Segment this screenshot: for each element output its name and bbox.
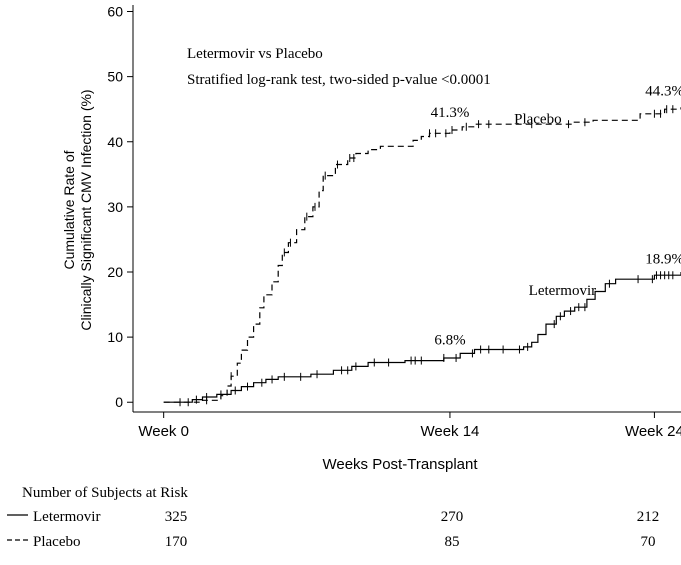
- risk-table: Number of Subjects at Risk Letermovir 32…: [7, 485, 659, 550]
- risk-row-name-letermovir: Letermovir: [33, 509, 100, 525]
- risk-letermovir-week24: 212: [637, 509, 660, 525]
- x-tick-label-24: Week 24: [625, 423, 681, 440]
- risk-table-title: Number of Subjects at Risk: [22, 485, 188, 501]
- y-tick-label-20: 20: [107, 264, 123, 280]
- y-tick-label-50: 50: [107, 69, 123, 85]
- risk-placebo-week24: 70: [641, 534, 656, 550]
- annotation-test: Stratified log-rank test, two-sided p-va…: [187, 72, 491, 88]
- risk-letermovir-week0: 325: [165, 509, 188, 525]
- curve-letermovir: [163, 272, 681, 403]
- x-ticks: Week 0 Week 14 Week 24: [138, 412, 681, 440]
- series-label-placebo: Placebo: [514, 112, 561, 128]
- x-tick-label-0: Week 0: [138, 423, 189, 440]
- x-axis-label: Weeks Post-Transplant: [322, 456, 478, 473]
- series-layer: [163, 105, 681, 407]
- y-tick-label-60: 60: [107, 4, 123, 20]
- series-label-letermovir: Letermovir: [529, 283, 596, 299]
- y-axis-label-line-2: Clinically Significant CMV Infection (%): [78, 89, 94, 330]
- axes: [132, 5, 681, 413]
- y-tick-label-40: 40: [107, 134, 123, 150]
- annotation-comparison: Letermovir vs Placebo: [187, 46, 323, 62]
- label-layer: Letermovir Placebo 41.3% 44.3% 6.8% 18.9%: [431, 84, 681, 349]
- risk-row-name-placebo: Placebo: [33, 534, 80, 550]
- y-tick-label-0: 0: [115, 394, 123, 410]
- data-label-2: 6.8%: [434, 332, 465, 348]
- risk-letermovir-week14: 270: [441, 509, 464, 525]
- curve-placebo: [163, 107, 681, 403]
- y-ticks: 0 10 20 30 40 50 60: [107, 4, 133, 410]
- y-tick-label-30: 30: [107, 199, 123, 215]
- risk-placebo-week0: 170: [165, 534, 188, 550]
- y-tick-label-10: 10: [107, 329, 123, 345]
- risk-placebo-week14: 85: [445, 534, 460, 550]
- y-axis-label-line-1: Cumulative Rate of: [61, 150, 77, 269]
- data-label-0: 41.3%: [431, 105, 470, 121]
- data-label-3: 18.9%: [645, 252, 681, 268]
- x-tick-label-14: Week 14: [420, 423, 479, 440]
- data-label-1: 44.3%: [645, 84, 681, 100]
